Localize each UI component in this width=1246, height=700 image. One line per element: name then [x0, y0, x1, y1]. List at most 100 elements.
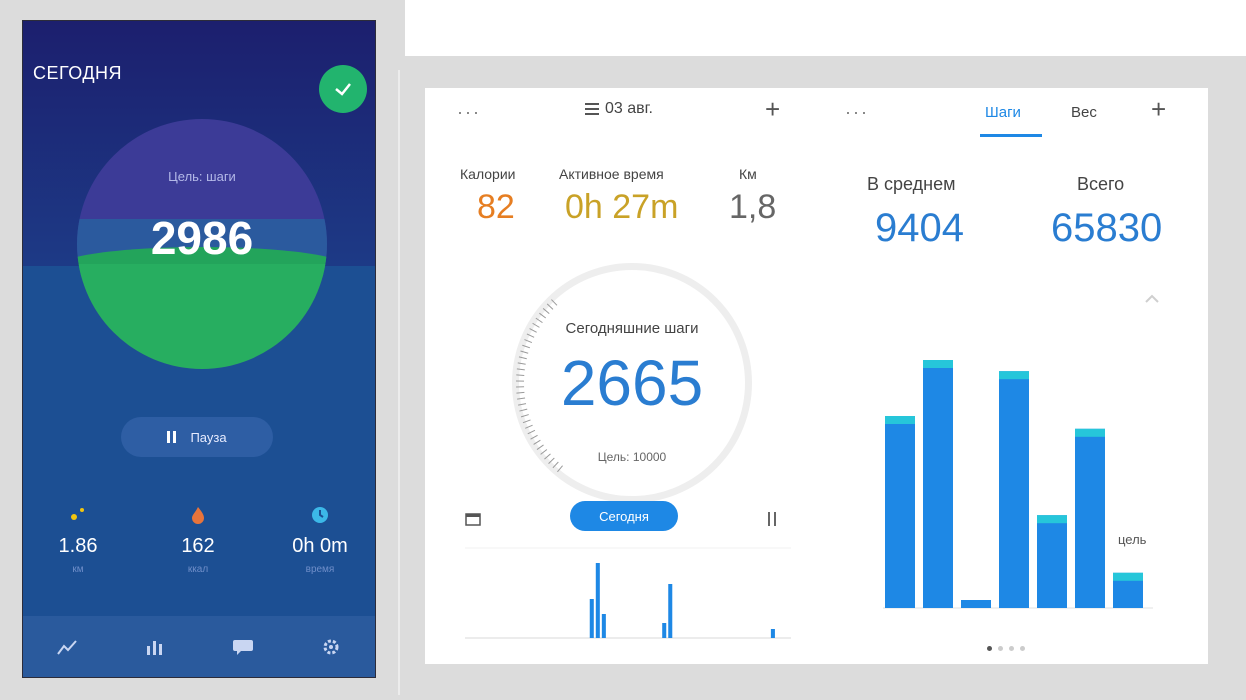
metric-active-label: Активное время: [559, 166, 664, 182]
chart-bar: [999, 371, 1029, 608]
progress-tick: [544, 453, 551, 460]
stat-calories: 162 ккал: [143, 505, 253, 575]
progress-tick: [530, 434, 538, 440]
stat-distance: 1.86 км: [23, 505, 133, 575]
progress-tick: [551, 299, 558, 306]
progress-tick: [539, 312, 547, 319]
clock-icon: [265, 505, 375, 527]
chart-bar-cap: [999, 371, 1029, 380]
fire-icon: [143, 505, 253, 527]
expand-icon[interactable]: [1143, 290, 1161, 313]
chart-bar: [668, 584, 673, 638]
chart-bar: [595, 563, 600, 638]
bottom-nav: [23, 616, 375, 677]
today-button[interactable]: Сегодня: [570, 501, 678, 531]
chart-bar-cap: [1075, 428, 1105, 437]
progress-tick: [520, 414, 529, 418]
check-icon: [335, 83, 351, 96]
weekly-steps-chart: [883, 360, 1153, 609]
steps-progress-ring: [512, 263, 752, 503]
progress-tick: [533, 439, 541, 445]
progress-tick: [557, 465, 563, 473]
goal-circle: Цель: шаги 2986: [77, 119, 327, 369]
fitness-app-screenshot: ··· 03 авг. + ··· Шаги Вес + Калории 82 …: [425, 88, 1208, 664]
page-dot: [1009, 646, 1014, 651]
calendar-menu-icon: [585, 103, 599, 115]
add-icon[interactable]: +: [1151, 94, 1167, 124]
metric-km-value: 1,8: [729, 188, 777, 226]
chart-bar: [1037, 515, 1067, 608]
metric-active-value: 0h 27m: [565, 188, 679, 226]
chart-bar: [589, 599, 594, 638]
chart-up-icon[interactable]: [53, 635, 81, 659]
chart-bar: [770, 629, 775, 638]
goal-label: Цель: шаги: [168, 169, 236, 184]
ring-steps-value: 2665: [560, 347, 704, 419]
metric-calories-label: Калории: [460, 166, 516, 182]
progress-tick: [519, 408, 528, 412]
progress-tick: [525, 424, 533, 429]
stat-value: 162: [181, 535, 215, 557]
progress-tick: [527, 429, 536, 435]
chat-icon[interactable]: [229, 635, 257, 659]
chart-bar: [662, 623, 667, 638]
weekly-goal-label: цель: [1118, 532, 1147, 547]
stat-label: ккал: [187, 564, 209, 575]
more-menu-icon[interactable]: ···: [457, 102, 481, 122]
progress-tick: [536, 444, 544, 450]
pause-icon[interactable]: [768, 512, 776, 526]
progress-tick: [520, 350, 529, 354]
stat-time: 0h 0m время: [265, 505, 375, 575]
chart-bar-cap: [923, 360, 953, 368]
chart-bar: [601, 614, 606, 638]
date-selector[interactable]: 03 авг.: [585, 100, 653, 118]
page-dot-active: [987, 646, 992, 651]
progress-tick: [535, 317, 543, 324]
progress-tick: [518, 356, 527, 360]
goal-value: 2986: [150, 212, 254, 264]
metric-calories-value: 82: [477, 188, 515, 226]
check-button[interactable]: [319, 65, 367, 113]
progress-tick: [546, 303, 554, 310]
circle-fill: [77, 264, 327, 369]
hourly-steps-chart: [465, 547, 791, 639]
total-value: 65830: [1051, 206, 1163, 250]
gear-icon[interactable]: [317, 635, 345, 659]
stat-value: 1.86: [58, 535, 98, 557]
metric-km-label: Км: [739, 166, 757, 182]
progress-tick: [548, 457, 555, 464]
pause-icon: [167, 431, 177, 443]
pause-button[interactable]: Пауза: [121, 417, 273, 457]
bar-chart-icon[interactable]: [141, 635, 169, 659]
progress-tick: [529, 328, 537, 333]
pedometer-app-screenshot: СЕГОДНЯ Цель: шаги 2986 Пауза 1.86 км 16…: [22, 20, 376, 678]
ring-label: Сегодняшние шаги: [565, 320, 699, 337]
average-label: В среднем: [867, 174, 956, 194]
progress-tick: [516, 374, 525, 376]
chart-bar: [1075, 428, 1105, 608]
progress-tick: [542, 308, 550, 314]
more-menu-icon[interactable]: ···: [845, 102, 869, 122]
page-dot: [998, 646, 1003, 651]
progress-tick: [518, 403, 527, 406]
progress-tick: [522, 344, 531, 349]
page-indicator: [987, 646, 1025, 651]
progress-tick: [540, 449, 548, 455]
progress-tick: [517, 362, 526, 365]
ring-goal: Цель: 10000: [597, 450, 667, 464]
total-label: Всего: [1077, 174, 1125, 194]
calendar-icon[interactable]: [465, 512, 481, 531]
chart-bar: [923, 360, 953, 608]
tab-steps[interactable]: Шаги: [985, 104, 1021, 121]
top-strip: [405, 0, 1246, 56]
progress-tick: [526, 333, 535, 338]
progress-tick: [516, 368, 525, 371]
page-dot: [1020, 646, 1025, 651]
chart-bar-cap: [1113, 572, 1143, 581]
chart-bar: [885, 416, 915, 608]
chart-bar: [961, 600, 991, 608]
add-icon[interactable]: +: [765, 94, 781, 124]
progress-tick: [522, 419, 531, 424]
progress-tick: [517, 397, 526, 400]
tab-weight[interactable]: Вес: [1071, 104, 1097, 121]
